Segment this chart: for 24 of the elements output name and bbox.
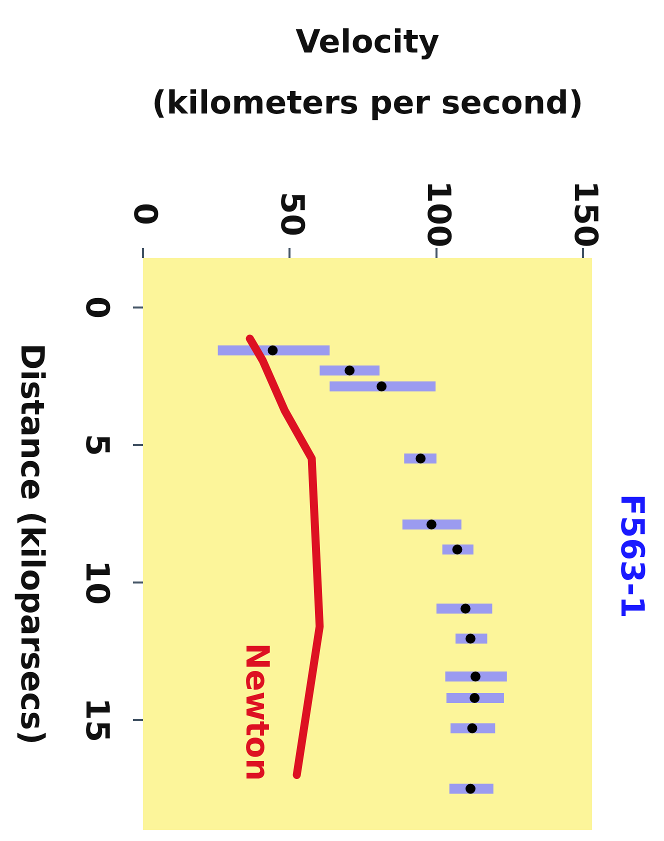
y-tick-label: 0 [78,296,117,319]
y-tick-label: 15 [78,698,117,742]
point [470,693,480,703]
point [467,723,478,734]
x-tick-label: 0 [126,202,165,226]
x-tick-label: 150 [566,180,605,248]
point [460,604,471,614]
text: F563-1 [614,494,652,618]
point [426,519,436,530]
text: Newton [238,642,276,781]
point [268,345,278,356]
x-tick-label: 50 [273,192,312,236]
point [470,672,480,682]
point [466,784,476,794]
x-tick-label: 100 [420,180,458,248]
x-axis-title: Velocity (kilometers per second) [152,22,584,122]
point [452,544,462,554]
y-axis-title: Distance (kiloparsecs) [14,343,52,745]
y-tick-label: 5 [78,434,117,456]
y-tick-label: 10 [78,560,117,605]
point [466,634,476,644]
point [344,365,355,376]
point [416,453,426,464]
point [376,381,387,392]
